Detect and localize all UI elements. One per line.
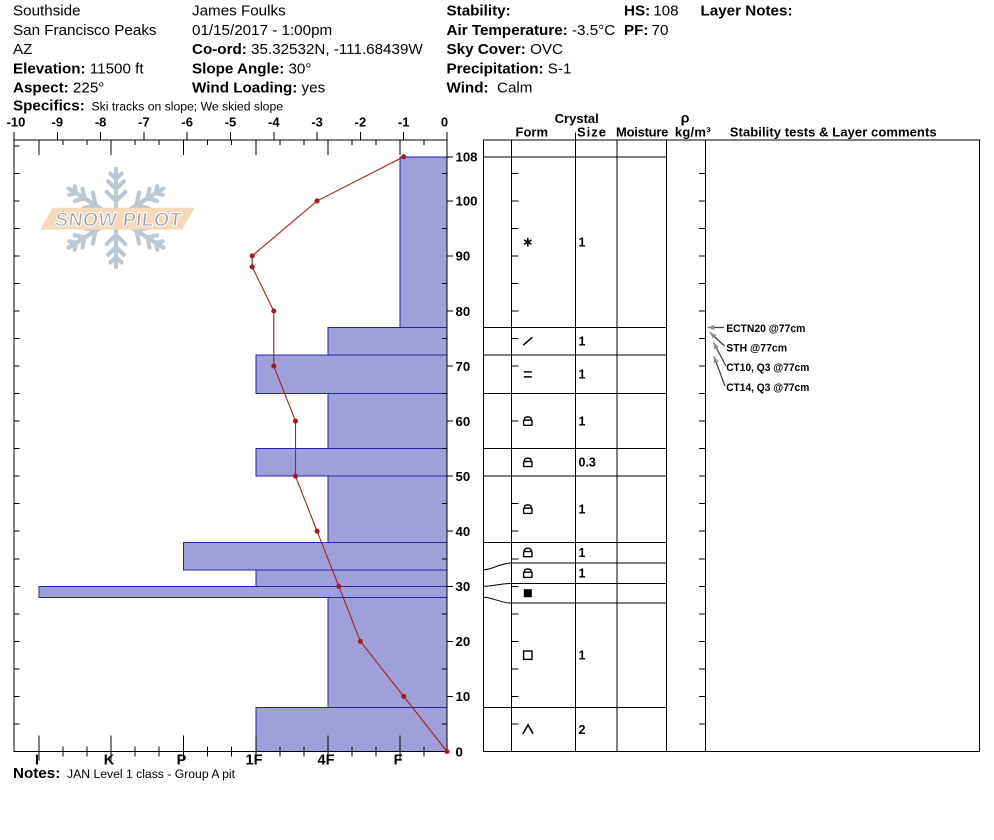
svg-text:Layer Notes:: Layer Notes:	[701, 3, 793, 20]
svg-text:70: 70	[456, 359, 471, 374]
svg-text:SNOW PILOT: SNOW PILOT	[54, 209, 183, 231]
svg-text:40: 40	[456, 524, 471, 539]
svg-text:HS: 108: HS: 108	[624, 3, 679, 20]
svg-text:Notes: JAN Level 1 class - Gr: Notes: JAN Level 1 class - Group A pit	[13, 765, 236, 782]
svg-text:PF: 70: PF: 70	[624, 22, 668, 39]
svg-text:kg/m³: kg/m³	[675, 125, 711, 140]
svg-text:-6: -6	[181, 115, 193, 130]
svg-text:K: K	[104, 753, 115, 769]
svg-text:-9: -9	[52, 115, 64, 130]
svg-text:10: 10	[456, 689, 471, 704]
svg-text:Specifics: Ski tracks on slop: Specifics: Ski tracks on slope; We skied…	[13, 98, 283, 115]
svg-text:F: F	[394, 753, 403, 769]
svg-text:-5: -5	[225, 115, 237, 130]
svg-text:P: P	[177, 753, 187, 769]
svg-text:-3: -3	[311, 115, 323, 130]
svg-text:-1: -1	[398, 115, 410, 130]
svg-text:James Foulks: James Foulks	[192, 3, 286, 20]
svg-text:2: 2	[579, 723, 586, 737]
svg-text:108: 108	[456, 150, 478, 165]
svg-text:Air Temperature: -3.5°C: Air Temperature: -3.5°C	[447, 22, 616, 39]
svg-text:0: 0	[456, 744, 463, 759]
svg-text:0.3: 0.3	[579, 456, 596, 470]
svg-text:-10: -10	[7, 115, 26, 130]
svg-text:1: 1	[579, 502, 586, 516]
svg-text:Aspect: 225°: Aspect: 225°	[13, 80, 104, 97]
svg-text:90: 90	[456, 249, 471, 264]
svg-text:ρ: ρ	[681, 110, 690, 126]
svg-text:CT10, Q3 @77cm: CT10, Q3 @77cm	[726, 362, 809, 374]
svg-text:20: 20	[456, 634, 471, 649]
svg-text:Sky Cover: OVC: Sky Cover: OVC	[447, 41, 564, 58]
svg-text:STH @77cm: STH @77cm	[726, 342, 787, 354]
svg-text:ECTN20 @77cm: ECTN20 @77cm	[726, 323, 805, 335]
svg-text:Wind Loading: yes: Wind Loading: yes	[192, 80, 326, 97]
svg-text:1: 1	[579, 236, 586, 250]
svg-text:Size: Size	[577, 125, 606, 140]
svg-text:Southside: Southside	[13, 3, 81, 20]
svg-text:1: 1	[579, 566, 586, 580]
svg-text:1: 1	[579, 368, 586, 382]
svg-text:50: 50	[456, 469, 471, 484]
svg-text:Co-ord: 35.32532N, -111.68439W: Co-ord: 35.32532N, -111.68439W	[192, 41, 423, 58]
svg-text:I: I	[35, 753, 39, 769]
svg-text:60: 60	[456, 414, 471, 429]
svg-text:80: 80	[456, 304, 471, 319]
svg-text:Crystal: Crystal	[555, 111, 599, 126]
svg-text:1: 1	[579, 649, 586, 663]
svg-text:30: 30	[456, 579, 471, 594]
svg-text:-7: -7	[138, 115, 150, 130]
svg-text:1: 1	[579, 546, 586, 560]
svg-text:Wind: Calm: Wind: Calm	[447, 80, 533, 97]
svg-text:01/15/2017 - 1:00pm: 01/15/2017 - 1:00pm	[192, 22, 332, 39]
svg-text:4F: 4F	[318, 753, 335, 769]
svg-text:-8: -8	[95, 115, 107, 130]
svg-text:AZ: AZ	[13, 41, 32, 58]
svg-text:Precipitation: S-1: Precipitation: S-1	[447, 60, 572, 77]
svg-text:San Francisco Peaks: San Francisco Peaks	[13, 22, 157, 39]
svg-text:Moisture: Moisture	[616, 125, 668, 140]
svg-text:100: 100	[456, 194, 478, 209]
svg-text:CT14, Q3 @77cm: CT14, Q3 @77cm	[726, 382, 809, 394]
svg-text:1: 1	[579, 335, 586, 349]
svg-text:-2: -2	[355, 115, 367, 130]
svg-text:1: 1	[579, 414, 586, 428]
svg-text:Elevation: 11500 ft: Elevation: 11500 ft	[13, 60, 144, 77]
svg-text:0: 0	[441, 115, 448, 130]
svg-text:Stability:: Stability:	[447, 3, 511, 20]
svg-text:Stability tests & Layer commen: Stability tests & Layer comments	[730, 125, 937, 140]
svg-text:Form: Form	[516, 125, 549, 140]
svg-text:1F: 1F	[246, 753, 263, 769]
svg-text:-4: -4	[268, 115, 280, 130]
svg-text:Slope Angle: 30°: Slope Angle: 30°	[192, 60, 311, 77]
